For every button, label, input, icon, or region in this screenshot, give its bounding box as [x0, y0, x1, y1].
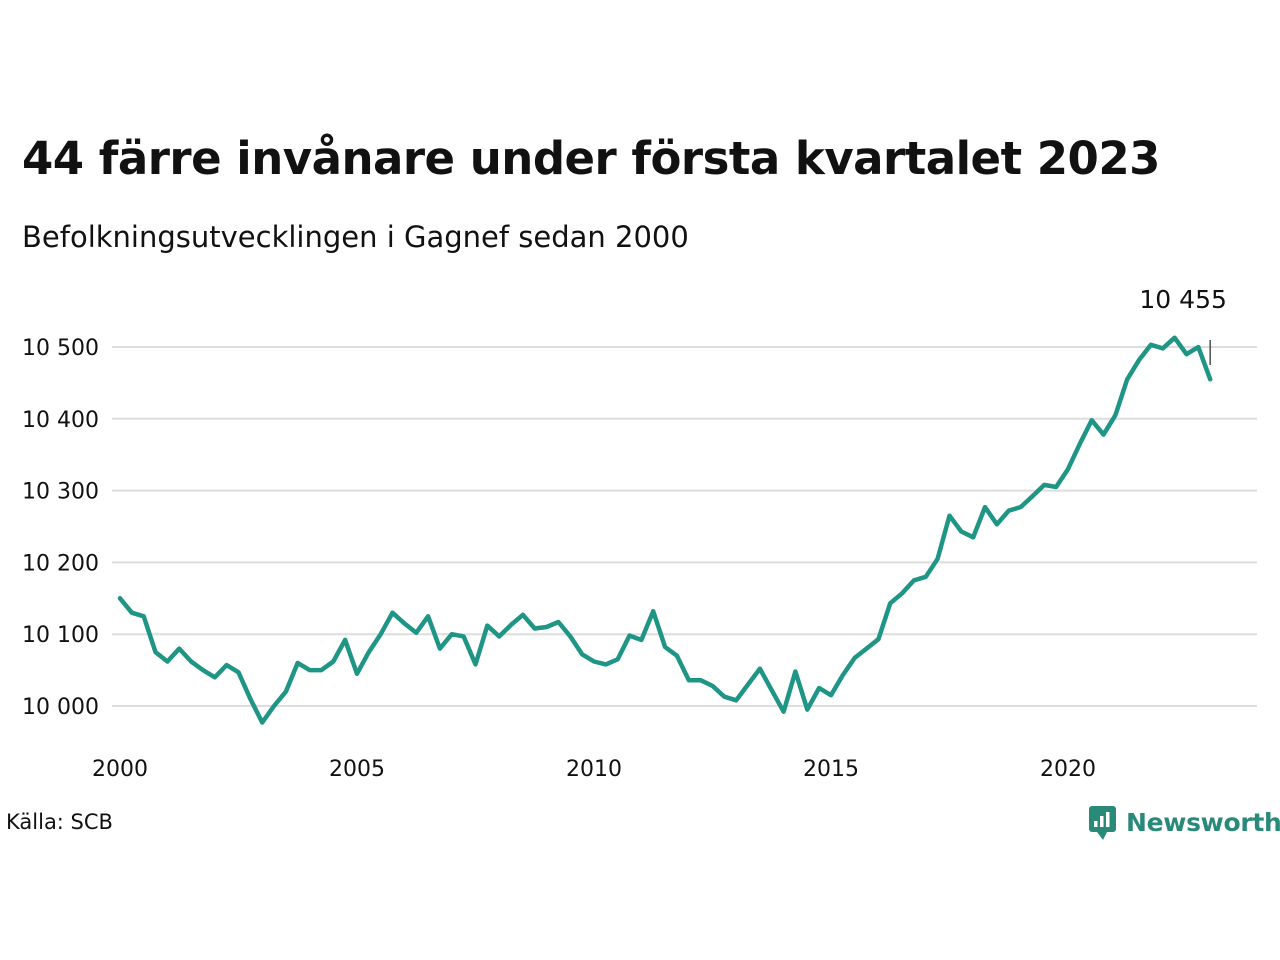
chart-title: 44 färre invånare under första kvartalet… — [22, 132, 1161, 185]
x-axis-ticks: 2000 2005 2010 2015 2020 — [92, 757, 1096, 782]
last-value-label: 10 455 — [1139, 285, 1226, 314]
population-series-line — [117, 335, 1213, 725]
y-tick-label: 10 300 — [22, 480, 99, 505]
x-tick-label: 2015 — [803, 757, 859, 782]
y-tick-label: 10 100 — [22, 623, 99, 648]
line-chart: 10 000 10 100 10 200 10 300 10 400 10 500 200… — [22, 285, 1257, 782]
chart-subtitle: Befolkningsutvecklingen i Gagnef sedan 2… — [22, 220, 689, 254]
newsworthy-logo-icon — [1089, 806, 1116, 840]
y-axis-ticks: 10 000 10 100 10 200 10 300 10 400 10 500 — [22, 336, 99, 720]
grid-lines — [112, 346, 1257, 707]
x-tick-label: 2020 — [1040, 757, 1096, 782]
x-tick-label: 2000 — [92, 757, 148, 782]
x-tick-label: 2005 — [329, 757, 385, 782]
newsworthy-logo: Newsworthy — [1088, 804, 1280, 840]
x-tick-label: 2010 — [566, 757, 622, 782]
y-tick-label: 10 400 — [22, 408, 99, 433]
y-tick-label: 10 200 — [22, 551, 99, 576]
brand-name: Newsworthy — [1126, 807, 1280, 837]
source-note: Källa: SCB — [6, 810, 113, 834]
y-tick-label: 10 500 — [22, 336, 99, 361]
y-tick-label: 10 000 — [22, 695, 99, 720]
